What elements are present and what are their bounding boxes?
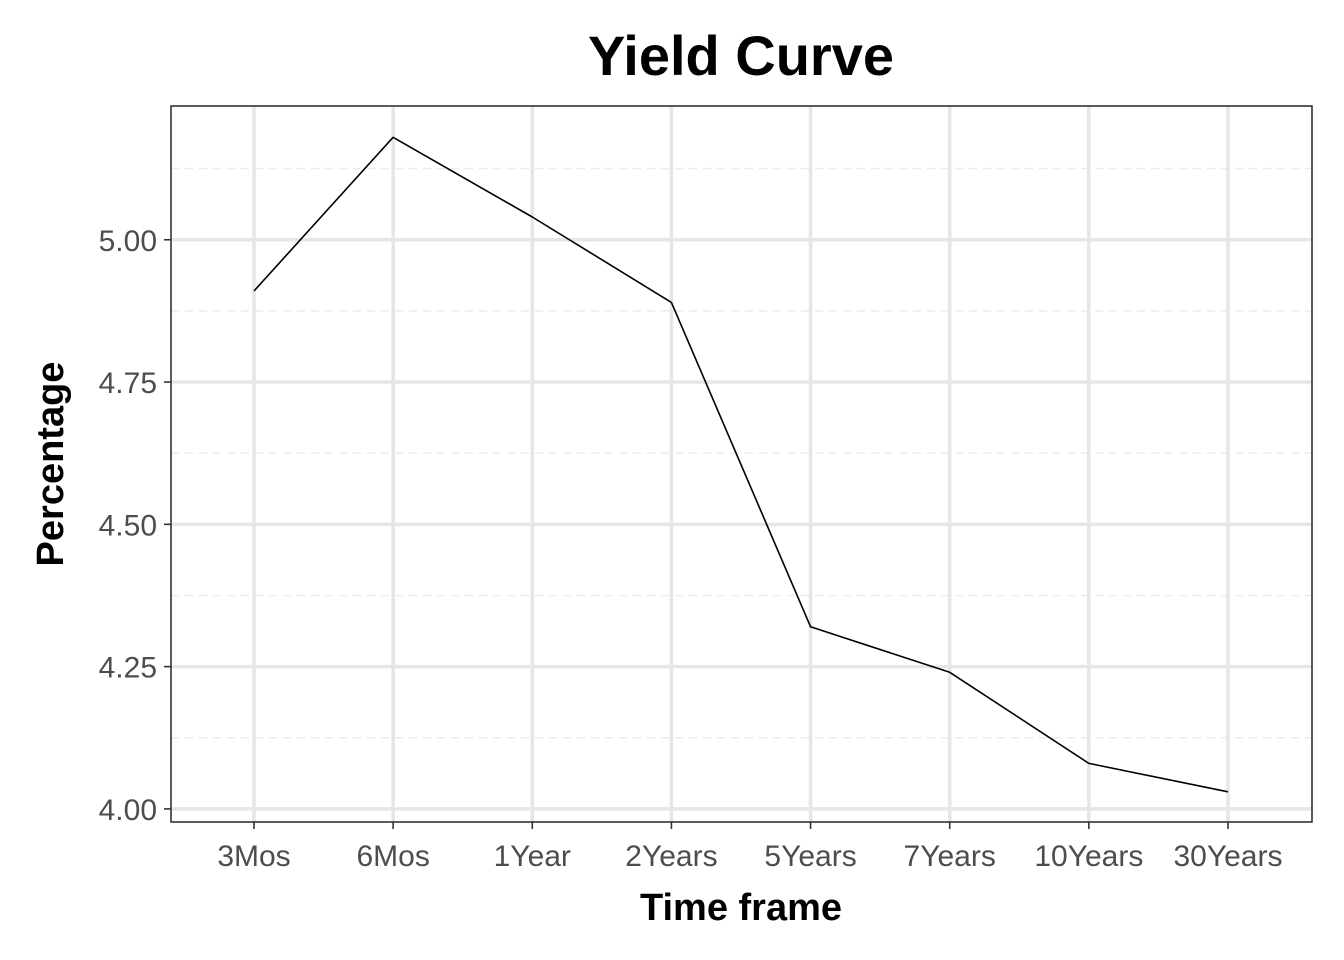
series-layer	[253, 136, 1229, 793]
x-tick-label: 5Years	[764, 840, 856, 873]
y-tick-label: 5.00	[99, 225, 157, 258]
x-tick-label: 3Mos	[217, 840, 290, 873]
chart-title: Yield Curve	[588, 24, 894, 87]
panel-border	[170, 105, 1313, 823]
x-tick-label: 10Years	[1034, 840, 1143, 873]
y-tick-label: 4.00	[99, 794, 157, 827]
y-tick-label: 4.50	[99, 509, 157, 542]
y-tick-label: 4.25	[99, 652, 157, 685]
x-tick-label: 1Year	[494, 840, 571, 873]
x-tick-label: 2Years	[625, 840, 717, 873]
x-axis-title: Time frame	[640, 887, 842, 929]
x-axis: 3Mos 6Mos 1Year 2Years 5Years 7Years 10Years 30…	[217, 822, 1282, 873]
x-tick-label: 30Years	[1174, 840, 1283, 873]
y-axis: 4.00 4.25 4.50 4.75 5.00	[99, 225, 171, 827]
x-tick-label: 6Mos	[356, 840, 429, 873]
y-axis-title: Percentage	[30, 362, 72, 567]
major-gridlines	[171, 106, 1312, 822]
yield-line	[253, 136, 1229, 793]
y-tick-label: 4.75	[99, 367, 157, 400]
x-tick-label: 7Years	[904, 840, 996, 873]
